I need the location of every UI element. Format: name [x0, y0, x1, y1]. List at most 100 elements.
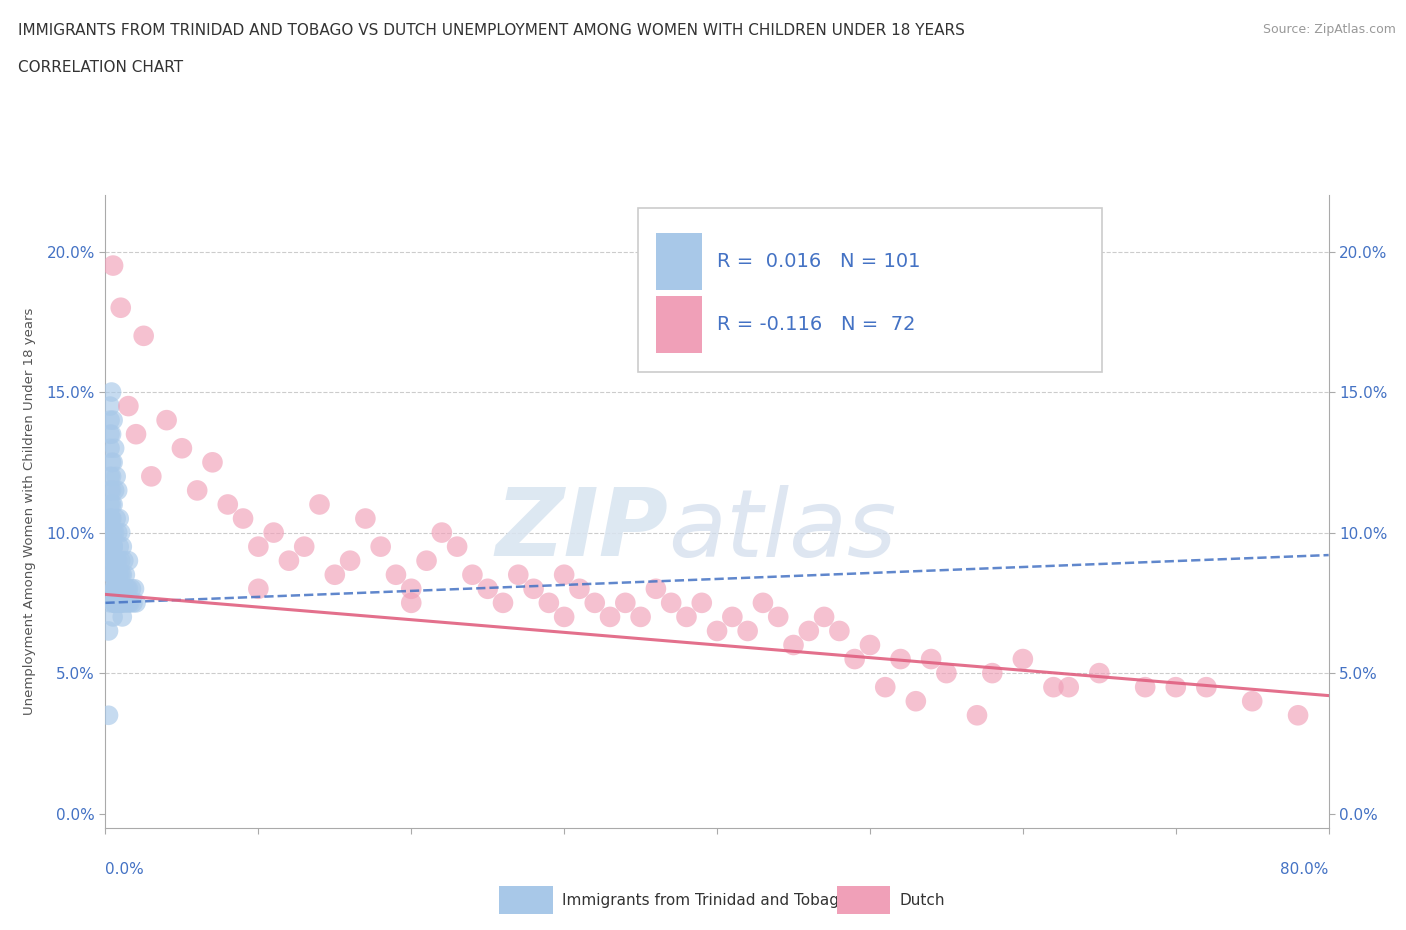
Point	[105, 567, 128, 582]
Point	[141, 469, 163, 484]
Point	[110, 553, 132, 568]
Point	[108, 512, 131, 526]
Point	[675, 609, 697, 624]
Point	[1241, 694, 1264, 709]
Point	[111, 539, 134, 554]
Point	[105, 595, 128, 610]
Point	[105, 512, 128, 526]
Point	[101, 567, 124, 582]
Point	[101, 539, 124, 554]
Text: Source: ZipAtlas.com: Source: ZipAtlas.com	[1263, 23, 1396, 36]
Point	[1042, 680, 1064, 695]
Point	[112, 553, 135, 568]
Point	[1195, 680, 1218, 695]
Text: atlas: atlas	[668, 485, 897, 576]
Point	[523, 581, 546, 596]
Point	[104, 525, 127, 540]
Point	[125, 595, 148, 610]
Point	[104, 595, 127, 610]
Point	[890, 652, 912, 667]
Point	[105, 595, 128, 610]
Point	[104, 581, 127, 596]
Point	[370, 539, 392, 554]
Text: R =  0.016   N = 101: R = 0.016 N = 101	[717, 252, 921, 272]
Point	[553, 567, 575, 582]
Point	[105, 553, 128, 568]
Point	[706, 623, 728, 638]
Point	[477, 581, 499, 596]
Point	[920, 652, 942, 667]
Point	[292, 539, 315, 554]
Point	[101, 609, 124, 624]
Point	[108, 595, 131, 610]
Point	[100, 469, 122, 484]
Point	[100, 512, 122, 526]
Point	[100, 525, 122, 540]
Point	[1057, 680, 1080, 695]
Point	[122, 595, 145, 610]
Point	[737, 623, 759, 638]
Point	[101, 539, 124, 554]
Point	[415, 553, 437, 568]
Point	[100, 525, 122, 540]
Point	[108, 595, 131, 610]
Point	[752, 595, 775, 610]
Point	[108, 595, 131, 610]
Point	[492, 595, 515, 610]
Point	[107, 525, 129, 540]
Point	[104, 441, 127, 456]
Point	[859, 638, 882, 653]
Point	[110, 525, 132, 540]
Point	[98, 512, 121, 526]
Point	[110, 567, 132, 582]
Point	[107, 581, 129, 596]
Point	[98, 441, 121, 456]
Point	[935, 666, 957, 681]
Point	[112, 595, 135, 610]
Point	[100, 539, 122, 554]
Point	[98, 483, 121, 498]
Point	[170, 441, 193, 456]
Point	[100, 567, 122, 582]
Text: IMMIGRANTS FROM TRINIDAD AND TOBAGO VS DUTCH UNEMPLOYMENT AMONG WOMEN WITH CHILD: IMMIGRANTS FROM TRINIDAD AND TOBAGO VS D…	[18, 23, 965, 38]
Point	[110, 581, 132, 596]
Text: Immigrants from Trinidad and Tobago: Immigrants from Trinidad and Tobago	[562, 893, 849, 908]
Point	[568, 581, 591, 596]
Point	[232, 512, 254, 526]
Point	[107, 595, 129, 610]
Point	[100, 427, 122, 442]
Point	[105, 581, 128, 596]
Text: 0.0%: 0.0%	[105, 862, 145, 878]
Point	[690, 595, 713, 610]
Point	[120, 581, 142, 596]
Point	[217, 497, 239, 512]
Point	[553, 609, 575, 624]
Point	[117, 581, 139, 596]
Point	[98, 469, 121, 484]
Point	[98, 553, 121, 568]
Point	[104, 567, 127, 582]
Point	[904, 694, 927, 709]
Point	[247, 539, 270, 554]
Point	[98, 595, 121, 610]
Bar	[655, 233, 703, 290]
Point	[101, 259, 124, 273]
Point	[385, 567, 408, 582]
Point	[797, 623, 820, 638]
Point	[100, 455, 122, 470]
Point	[97, 623, 120, 638]
Point	[247, 581, 270, 596]
Point	[768, 609, 790, 624]
Point	[98, 413, 121, 428]
Point	[107, 483, 129, 498]
Bar	[655, 297, 703, 353]
Point	[875, 680, 897, 695]
Point	[401, 581, 423, 596]
Text: ZIP: ZIP	[495, 485, 668, 577]
Point	[132, 328, 155, 343]
Point	[104, 595, 127, 610]
Point	[401, 595, 423, 610]
Point	[104, 595, 127, 610]
Point	[446, 539, 468, 554]
Point	[278, 553, 301, 568]
